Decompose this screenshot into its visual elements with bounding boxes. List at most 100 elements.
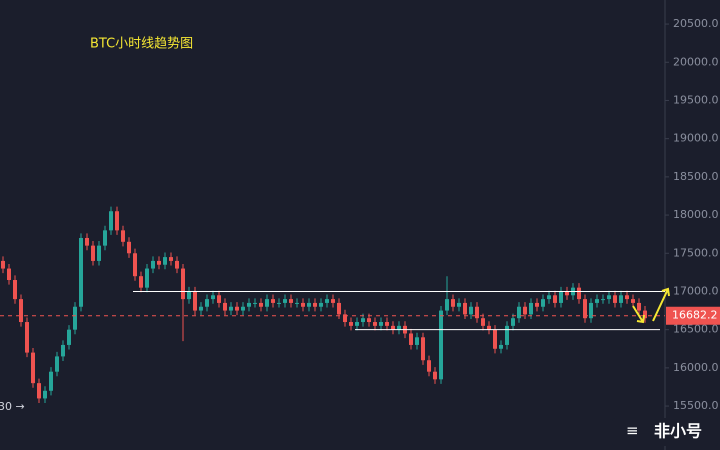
candle-body (481, 318, 485, 326)
candle-body (229, 306, 233, 311)
candle-body (1, 260, 5, 269)
candle-body (499, 344, 503, 349)
y-tick-label: 15500.0 (673, 399, 719, 412)
candle-body (337, 302, 341, 315)
last-price-box (666, 306, 720, 325)
candle-body (205, 299, 209, 307)
candle-body (151, 260, 155, 269)
candle-body (49, 371, 53, 391)
candle-body (199, 306, 203, 311)
candle-body (565, 291, 569, 296)
candle-body (19, 299, 23, 323)
candle-body (85, 237, 89, 246)
candle-body (535, 302, 539, 307)
candle-body (325, 299, 329, 303)
candle-body (307, 302, 311, 307)
y-tick-label: 20000.0 (673, 55, 719, 68)
candle-body (31, 352, 35, 384)
candle-body (73, 306, 77, 330)
candle-body (109, 211, 113, 231)
low-label: 30 → (0, 400, 25, 413)
candle-body (37, 383, 41, 399)
y-tick-label: 19500.0 (673, 93, 719, 106)
candle-body (613, 295, 617, 303)
candle-body (193, 291, 197, 311)
candle-body (271, 299, 275, 303)
candle-body (583, 299, 587, 319)
candle-body (595, 299, 599, 303)
arrow-up (652, 287, 670, 322)
candle-body (541, 299, 545, 307)
candle-body (61, 344, 65, 357)
candle-body (169, 257, 173, 261)
candle-body (127, 241, 131, 254)
candle-body (319, 302, 323, 307)
candle-body (97, 245, 101, 261)
candle-body (469, 306, 473, 315)
candle-body (265, 299, 269, 307)
candle-body (313, 302, 317, 307)
candle-body (133, 253, 137, 277)
candle-body (163, 257, 167, 265)
candle-body (397, 325, 401, 330)
y-tick-label: 20500.0 (673, 17, 719, 30)
candle-body (391, 325, 395, 330)
candle-body (637, 302, 641, 311)
candle-body (427, 360, 431, 372)
candle-body (157, 260, 161, 265)
y-tick-label: 17500.0 (673, 246, 719, 259)
candle-body (121, 230, 125, 242)
candle-body (355, 322, 359, 326)
candle-body (187, 291, 191, 300)
watermark: 非小号 (654, 422, 702, 441)
candle-body (415, 337, 419, 345)
candle-body (289, 299, 293, 303)
candle-body (457, 302, 461, 307)
watermark-icon: ≡ (626, 422, 639, 440)
candle-body (253, 302, 257, 304)
candle-body (631, 299, 635, 303)
candle-body (463, 302, 467, 315)
candle-body (487, 325, 491, 330)
candle-body (493, 329, 497, 349)
candle-body (115, 211, 119, 231)
candle-body (451, 299, 455, 307)
candle-body (553, 295, 557, 303)
y-tick-label: 19000.0 (673, 132, 719, 145)
last-price-label: 16682.2 (672, 309, 718, 322)
candle-body (91, 245, 95, 261)
candle-body (373, 322, 377, 326)
candle-body (55, 356, 59, 372)
candle-body (523, 306, 527, 315)
candle-body (103, 230, 107, 246)
candle-body (331, 299, 335, 303)
candle-body (13, 280, 17, 300)
candle-body (217, 295, 221, 303)
candle-body (445, 299, 449, 311)
candle-body (223, 302, 227, 311)
candle-body (511, 318, 515, 326)
candle-body (175, 260, 179, 269)
candle-body (529, 302, 533, 315)
candle-body (643, 310, 647, 319)
candle-body (139, 276, 143, 288)
candle-body (145, 268, 149, 288)
chart-title: BTC小时线趋势图 (90, 36, 193, 52)
candle-body (361, 318, 365, 323)
y-tick-label: 17000.0 (673, 284, 719, 297)
candle-body (625, 295, 629, 300)
candle-body (619, 295, 623, 303)
candle-body (295, 302, 299, 304)
candle-body (505, 325, 509, 345)
candle-body (601, 299, 605, 301)
candle-body (79, 237, 83, 307)
y-tick-label: 18500.0 (673, 170, 719, 183)
candle-body (367, 318, 371, 323)
y-tick-label: 16000.0 (673, 361, 719, 374)
candle-body (277, 302, 281, 304)
candle-body (379, 322, 383, 326)
candle-body (235, 306, 239, 311)
candle-body (409, 333, 413, 345)
candle-body (517, 306, 521, 319)
candle-body (421, 337, 425, 361)
